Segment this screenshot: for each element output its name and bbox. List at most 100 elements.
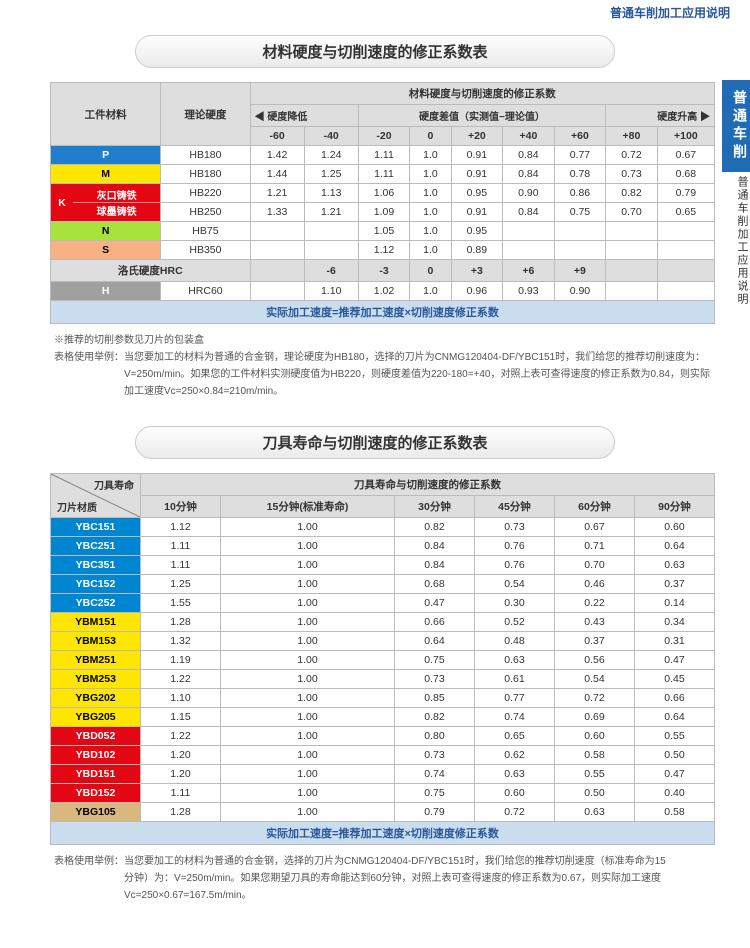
value-cell: 0.72 [606, 146, 658, 165]
table-row: YBC1521.251.000.680.540.460.37 [51, 575, 715, 594]
life-correction-table: 刀具寿命 刀片材质 刀具寿命与切削速度的修正系数 10分钟15分钟(标准寿命)3… [50, 473, 715, 845]
value-cell: 1.20 [141, 746, 221, 765]
mat-cell: M [51, 165, 161, 184]
mat-K: K灰口铸铁球墨铸铁 [51, 184, 161, 222]
value-cell: 0.69 [554, 708, 634, 727]
t2-col: 45分钟 [474, 496, 554, 518]
value-cell: 1.00 [220, 613, 394, 632]
insert-material: YBC152 [51, 575, 141, 594]
value-cell [304, 241, 358, 260]
t1-col: -20 [358, 127, 410, 146]
value-cell: 0.73 [395, 746, 475, 765]
value-cell: 1.00 [220, 708, 394, 727]
formula2: 实际加工速度=推荐加工速度×切削速度修正系数 [51, 822, 715, 845]
mat-cell: P [51, 146, 161, 165]
t1-col: +40 [503, 127, 555, 146]
t2-header: 刀具寿命与切削速度的修正系数 [141, 474, 715, 496]
value-cell: 0.84 [395, 537, 475, 556]
value-cell: 0.91 [451, 203, 503, 222]
value-cell: 1.00 [220, 727, 394, 746]
value-cell [657, 222, 714, 241]
mat-cell: N [51, 222, 161, 241]
value-cell [554, 241, 606, 260]
value-cell: 1.12 [358, 241, 410, 260]
value-cell [606, 241, 658, 260]
table-row: YBG2021.101.000.850.770.720.66 [51, 689, 715, 708]
hardness-cell: HB180 [161, 146, 250, 165]
value-cell: 1.00 [220, 575, 394, 594]
table-row: YBD1511.201.000.740.630.550.47 [51, 765, 715, 784]
value-cell: 0.74 [395, 765, 475, 784]
value-cell: 0.80 [395, 727, 475, 746]
t1-note3: V=250m/min。如果您的工件材料实测硬度值为HB220，则硬度差值为220… [54, 366, 711, 383]
value-cell: 1.06 [358, 184, 410, 203]
value-cell: 1.28 [141, 613, 221, 632]
t1-col: +20 [451, 127, 503, 146]
value-cell: 0.63 [554, 803, 634, 822]
table-row: PHB1801.421.241.111.00.910.840.770.720.6… [51, 146, 715, 165]
value-cell: 1.00 [220, 746, 394, 765]
value-cell: 0.65 [474, 727, 554, 746]
t2-col: 60分钟 [554, 496, 634, 518]
value-cell: 0.79 [395, 803, 475, 822]
value-cell [304, 222, 358, 241]
value-cell [554, 222, 606, 241]
value-cell: 1.00 [220, 670, 394, 689]
table2-wrapper: 刀具寿命 刀片材质 刀具寿命与切削速度的修正系数 10分钟15分钟(标准寿命)3… [0, 473, 750, 920]
value-cell: 0.64 [634, 537, 714, 556]
value-cell: 0.82 [606, 184, 658, 203]
value-cell: 1.10 [141, 689, 221, 708]
table-row: YBM2531.221.000.730.610.540.45 [51, 670, 715, 689]
value-cell: 1.00 [220, 556, 394, 575]
value-cell: 0.75 [554, 203, 606, 222]
hardness-diff: 硬度差值（实测值−理论值） [358, 105, 605, 127]
value-cell: 1.0 [410, 203, 451, 222]
formula-row-1: 实际加工速度=推荐加工速度×切削速度修正系数 [51, 301, 715, 324]
value-cell: 0.65 [657, 203, 714, 222]
value-cell [250, 241, 304, 260]
insert-material: YBC351 [51, 556, 141, 575]
insert-material: YBC252 [51, 594, 141, 613]
insert-material: YBD052 [51, 727, 141, 746]
value-cell: 0.72 [474, 803, 554, 822]
value-cell: 0.55 [634, 727, 714, 746]
row-H: H HRC60 1.10 1.02 1.0 0.96 0.93 0.90 [51, 282, 715, 301]
value-cell: 1.22 [141, 727, 221, 746]
value-cell: 0.74 [474, 708, 554, 727]
t2-note3: Vc=250×0.67=167.5m/min。 [54, 887, 711, 904]
hrc-label: 洛氏硬度HRC [51, 260, 251, 282]
value-cell: 0.63 [474, 651, 554, 670]
value-cell: 0.47 [634, 765, 714, 784]
table-row: YBD1021.201.000.730.620.580.50 [51, 746, 715, 765]
table-row: MHB1801.441.251.111.00.910.840.780.730.6… [51, 165, 715, 184]
value-cell: 0.34 [634, 613, 714, 632]
value-cell: 1.11 [141, 556, 221, 575]
value-cell: 0.37 [634, 575, 714, 594]
value-cell: 0.67 [554, 518, 634, 537]
value-cell: 1.21 [250, 184, 304, 203]
value-cell: 0.73 [606, 165, 658, 184]
value-cell: 1.20 [141, 765, 221, 784]
table-row: SHB3501.121.00.89 [51, 241, 715, 260]
table2-notes: 表格使用举例：当您要加工的材料为普通的合金钢，选择的刀片为CNMG120404-… [50, 845, 715, 920]
hardness-cell: HB350 [161, 241, 250, 260]
value-cell: 0.66 [634, 689, 714, 708]
value-cell: 1.33 [250, 203, 304, 222]
value-cell [503, 222, 555, 241]
value-cell: 0.64 [395, 632, 475, 651]
value-cell: 0.73 [395, 670, 475, 689]
value-cell: 0.54 [474, 575, 554, 594]
value-cell: 0.77 [554, 146, 606, 165]
value-cell: 0.73 [474, 518, 554, 537]
value-cell: 1.00 [220, 803, 394, 822]
table-row: YBC2511.111.000.840.760.710.64 [51, 537, 715, 556]
value-cell: 0.64 [634, 708, 714, 727]
value-cell: 1.11 [358, 146, 410, 165]
value-cell: 0.82 [395, 708, 475, 727]
table-row: YBG2051.151.000.820.740.690.64 [51, 708, 715, 727]
value-cell: 0.89 [451, 241, 503, 260]
insert-material: YBG202 [51, 689, 141, 708]
insert-material: YBD102 [51, 746, 141, 765]
table-row: YBM1511.281.000.660.520.430.34 [51, 613, 715, 632]
t2-col: 15分钟(标准寿命) [220, 496, 394, 518]
